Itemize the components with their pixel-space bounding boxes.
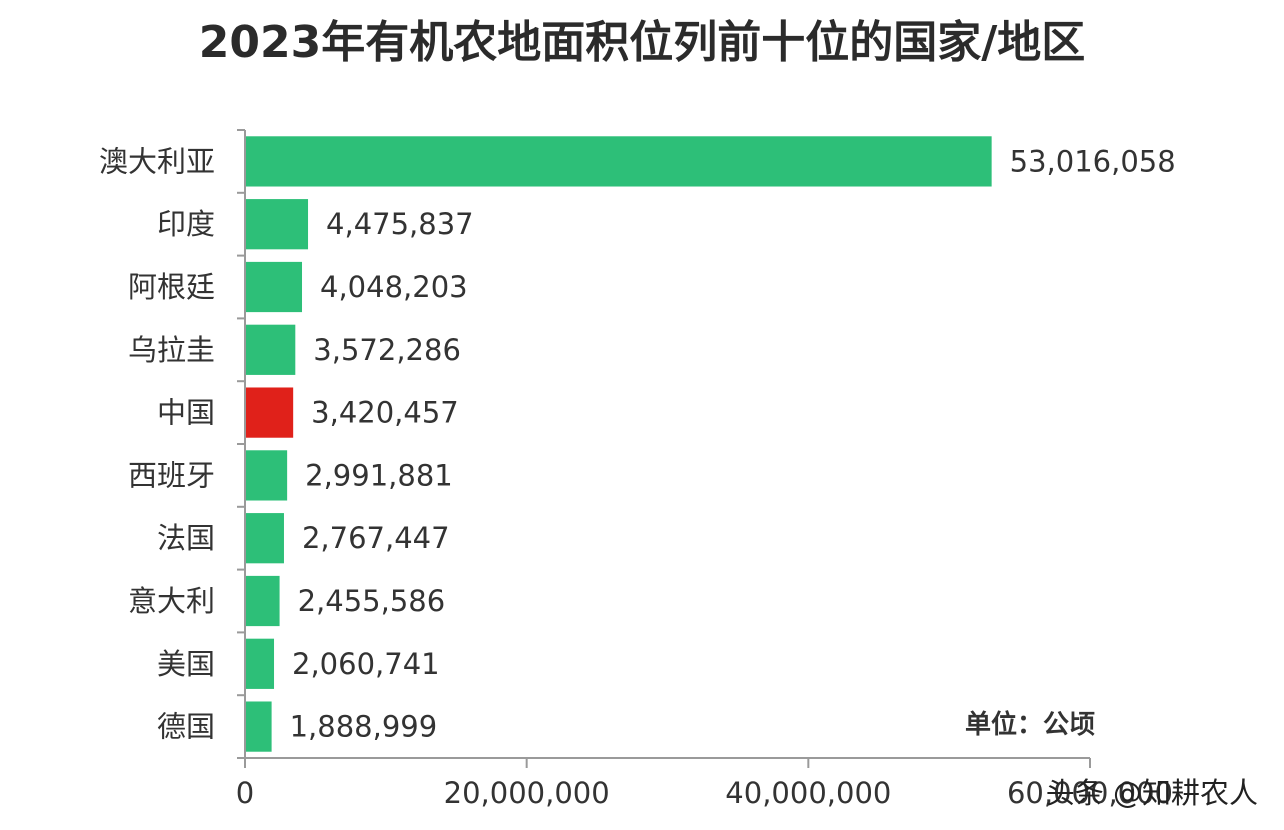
- value-label: 53,016,058: [1010, 144, 1176, 178]
- category-label: 意大利: [128, 584, 215, 618]
- x-tick-label: 60,000,000: [1007, 776, 1173, 810]
- bar-6: [246, 450, 288, 501]
- category-label: 中国: [157, 396, 215, 430]
- value-label: 3,420,457: [311, 396, 459, 430]
- x-tick-label: 0: [236, 776, 254, 810]
- bar-2: [246, 199, 309, 250]
- value-label: 2,767,447: [302, 521, 450, 555]
- chart-title: 2023年有机农地面积位列前十位的国家/地区: [198, 17, 1086, 68]
- value-label: 2,060,741: [292, 647, 440, 681]
- watermark-text: 头条 @知耕农人: [1046, 776, 1258, 810]
- category-label: 德国: [157, 710, 215, 744]
- value-label: 4,475,837: [326, 207, 474, 241]
- value-label: 2,455,586: [298, 584, 446, 618]
- bars-group: [246, 136, 992, 752]
- bar-5: [246, 387, 294, 438]
- bar-9: [246, 638, 275, 689]
- x-tick-label: 20,000,000: [444, 776, 610, 810]
- value-label: 4,048,203: [320, 270, 468, 304]
- value-label: 3,572,286: [313, 333, 461, 367]
- value-label: 1,888,999: [290, 710, 438, 744]
- bar-4: [246, 324, 296, 375]
- category-label: 阿根廷: [128, 270, 215, 304]
- value-labels: 53,016,058 4,475,837 4,048,203 3,572,286 3,4…: [290, 144, 1176, 743]
- bar-3: [246, 261, 303, 313]
- category-label: 印度: [157, 207, 215, 241]
- category-label: 澳大利亚: [99, 144, 215, 178]
- category-label: 乌拉圭: [128, 333, 215, 367]
- x-tick-label: 40,000,000: [725, 776, 891, 810]
- bar-1: [246, 136, 992, 187]
- bar-7: [246, 513, 284, 564]
- category-label: 法国: [157, 521, 215, 555]
- category-label: 西班牙: [128, 458, 215, 492]
- value-label: 2,991,881: [305, 458, 453, 492]
- bar-8: [246, 575, 280, 627]
- category-label: 美国: [157, 647, 215, 681]
- unit-label: 单位：公顷: [965, 709, 1095, 740]
- axes: 0 20,000,000 40,000,000 60,000,000: [236, 129, 1173, 810]
- bar-10: [246, 701, 272, 752]
